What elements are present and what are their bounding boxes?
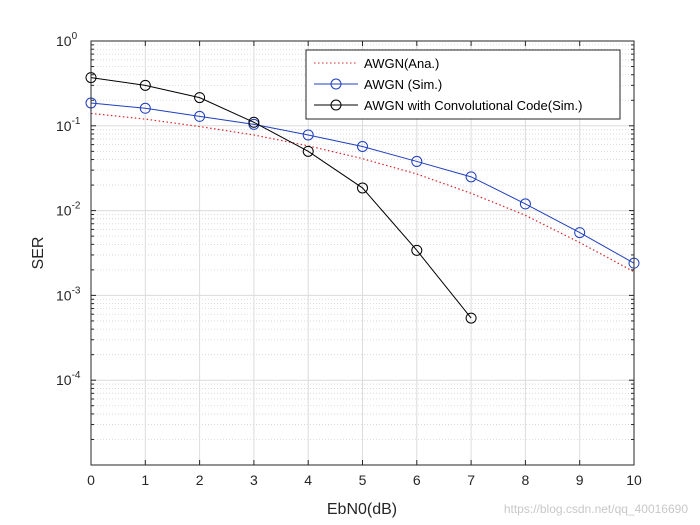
legend-box	[305, 49, 621, 120]
series-1-marker	[574, 227, 586, 239]
series-layer	[85, 72, 640, 324]
legend: AWGN(Ana.) AWGN (Sim.) AWGN with Convoluti…	[305, 49, 621, 120]
watermark-text: https://blog.csdn.net/qq_40016690	[503, 502, 688, 516]
x-tick-label: 3	[250, 472, 258, 488]
legend-entry-label: AWGN(Ana.)	[364, 56, 439, 71]
x-tick-label: 6	[413, 472, 421, 488]
legend-entry-label: AWGN with Convolutional Code(Sim.)	[364, 98, 582, 113]
x-tick-label: 0	[87, 472, 95, 488]
x-tick-label: 1	[141, 472, 149, 488]
series-line-0	[90, 112, 635, 273]
series-2-marker	[139, 79, 151, 91]
y-tick-label: 10-4	[56, 370, 81, 388]
y-tick-label: 10-2	[56, 201, 81, 219]
x-tick-label: 8	[522, 472, 530, 488]
x-tick-label: 10	[626, 472, 642, 488]
series-1-marker	[139, 102, 151, 114]
x-tick-label: 2	[196, 472, 204, 488]
tick-layer: 10-4 10-3 10-2 10-1 100 0 1 2 3 4 5 6 7 8 9 10	[56, 31, 642, 488]
series-1-marker	[465, 171, 477, 183]
series-2-marker	[302, 145, 314, 157]
series-1-marker	[411, 155, 423, 167]
x-tick-label: 5	[359, 472, 367, 488]
legend-swatch-marker	[330, 78, 342, 90]
series-1-marker	[519, 198, 531, 210]
series-2-marker	[465, 312, 477, 324]
series-1-marker	[357, 141, 368, 153]
series-2-marker	[357, 182, 368, 194]
x-tick-label: 7	[467, 472, 475, 488]
y-tick-label: 10-3	[56, 285, 81, 303]
series-line-2	[90, 77, 472, 319]
x-axis-label: EbN0(dB)	[327, 501, 397, 518]
y-tick-label: 10-1	[56, 116, 81, 134]
x-tick-label: 9	[576, 472, 584, 488]
series-line-1	[90, 102, 635, 264]
x-tick-label: 4	[304, 472, 312, 488]
y-axis-label: SER	[30, 237, 47, 270]
legend-swatch-marker	[330, 99, 342, 111]
y-tick-label: 100	[56, 31, 78, 49]
series-2-marker	[194, 92, 206, 104]
series-1-marker	[194, 110, 206, 122]
series-2-marker	[411, 244, 423, 256]
legend-entry-label: AWGN (Sim.)	[364, 77, 442, 92]
series-1-marker	[302, 129, 314, 141]
series-2-marker	[248, 116, 260, 128]
